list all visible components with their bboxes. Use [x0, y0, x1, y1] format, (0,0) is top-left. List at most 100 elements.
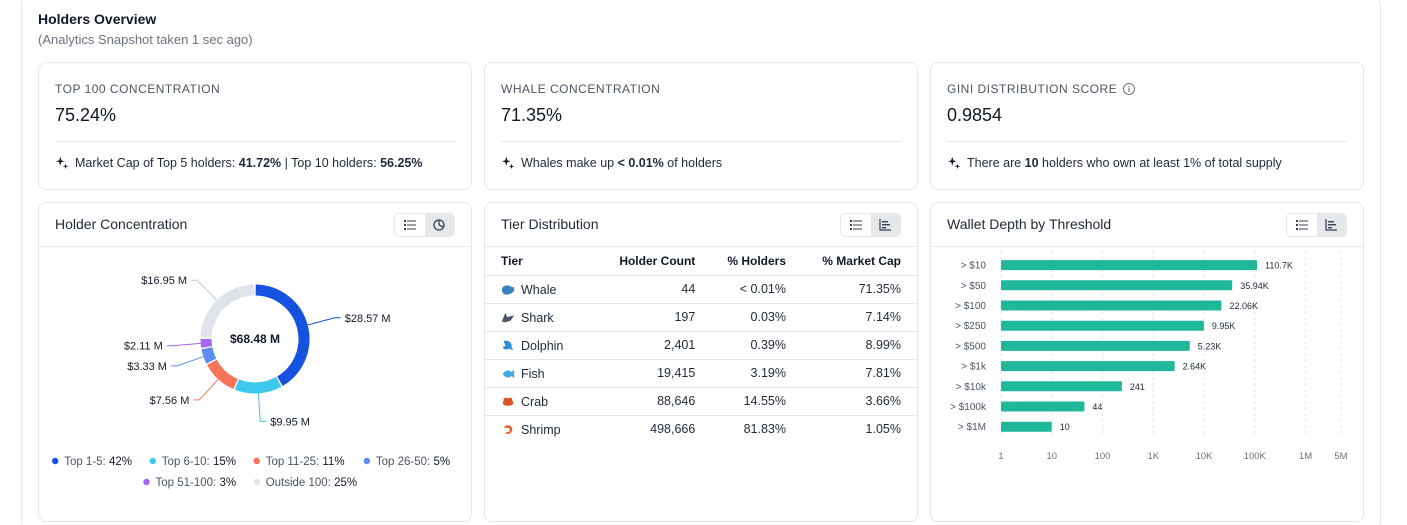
sparkle-icon [55, 156, 69, 170]
legend-swatch [143, 478, 150, 486]
legend-swatch [253, 478, 260, 486]
legend-item[interactable]: Top 51-100: 3% [156, 477, 237, 489]
donut-leader-line [307, 317, 341, 326]
legend-pct: 15% [213, 456, 236, 468]
list-view-button[interactable] [1287, 214, 1317, 236]
legend-name: Top 6-10: [162, 456, 213, 468]
tier-name: Fish [521, 366, 545, 381]
tier-table: Tier Holder Count % Holders % Market Cap… [485, 247, 917, 443]
holder-count-cell: 88,646 [599, 386, 712, 415]
panel-title: Wallet Depth by Threshold [947, 216, 1112, 232]
table-row: Crab 88,646 14.55% 3.66% [485, 386, 917, 415]
donut-segment[interactable] [234, 376, 282, 394]
holder-donut-chart: $68.48 M $28.57 M $9.95 M $7.56 M $3.33 M $2.… [52, 275, 450, 489]
bar-data-label: 35.94K [1240, 281, 1269, 291]
legend-name: Top 51-100: [156, 477, 220, 489]
column-header-tier[interactable]: Tier [501, 254, 523, 268]
wallet-depth-chart: 1 10 100 1K 10K 100K 1M 5M > $10 110.7K > $50 35.94… [950, 251, 1348, 462]
column-header-holder-count[interactable]: Holder Count [619, 253, 696, 268]
dolphin-icon [502, 340, 514, 350]
stat-label-text: GINI DISTRIBUTION SCORE [947, 82, 1118, 96]
donut-segment[interactable] [255, 284, 310, 386]
whale-concentration-card: WHALE CONCENTRATION 71.35% Whales make u… [484, 62, 918, 190]
donut-segment[interactable] [207, 359, 239, 390]
bar-view-button[interactable] [1316, 214, 1346, 236]
legend-pct: 5% [433, 456, 450, 468]
donut-value-label: $2.11 M [124, 341, 163, 353]
legend-item[interactable]: Top 1-5: 42% [64, 456, 132, 468]
stat-note: Whales make up < 0.01% of holders [501, 156, 722, 170]
info-icon[interactable]: i [1123, 83, 1136, 95]
bar-data-label: 10 [1060, 422, 1070, 432]
y-category-label: > $100k [950, 402, 987, 413]
bar[interactable] [1001, 361, 1175, 372]
bar[interactable] [1001, 421, 1052, 432]
view-toggle [840, 213, 901, 237]
pct-holders-cell: 0.03% [711, 302, 802, 331]
bar-chart-icon [1325, 219, 1338, 231]
y-category-label: > $250 [955, 321, 986, 332]
holder-count-cell: 19,415 [599, 358, 712, 387]
holder-count-cell: 498,666 [599, 414, 712, 443]
pct-market-cap-cell: 7.14% [802, 302, 917, 331]
tier-cell: Fish [485, 359, 600, 387]
column-header-pct-holders[interactable]: % Holders [727, 253, 786, 268]
tier-cell: Shrimp [485, 415, 600, 443]
x-tick-label: 1 [998, 451, 1003, 462]
note-text: | Top 10 holders: [281, 156, 381, 170]
bar[interactable] [1001, 401, 1085, 412]
bar[interactable] [1001, 300, 1222, 311]
column-header-pct-market-cap[interactable]: % Market Cap [822, 253, 901, 268]
bar[interactable] [1001, 381, 1122, 392]
note-bold: 10 [1024, 156, 1039, 170]
stat-note: There are 10 holders who own at least 1%… [947, 156, 1282, 170]
pct-holders-cell: 81.83% [711, 414, 802, 443]
bar[interactable] [1001, 280, 1233, 291]
shark-icon [501, 312, 515, 322]
tier-cell: Whale [485, 275, 600, 303]
donut-segment[interactable] [200, 338, 213, 348]
legend-item[interactable]: Top 26-50: 5% [376, 456, 450, 468]
divider [55, 141, 455, 142]
gini-score-card: GINI DISTRIBUTION SCORE i 0.9854 There a… [930, 62, 1364, 190]
list-view-button[interactable] [841, 214, 871, 236]
pct-holders-cell: 3.19% [711, 358, 802, 387]
pie-view-button[interactable] [424, 214, 454, 236]
table-row: Fish 19,415 3.19% 7.81% [485, 358, 917, 387]
table-row: Shark 197 0.03% 7.14% [485, 302, 917, 331]
bar-data-label: 9.95K [1212, 321, 1236, 331]
bar[interactable] [1001, 260, 1258, 271]
donut-segment[interactable] [200, 284, 255, 338]
legend-swatch [253, 457, 260, 465]
donut-value-label: $7.56 M [150, 395, 190, 407]
stat-label: TOP 100 CONCENTRATION [55, 82, 221, 96]
bar-view-button[interactable] [870, 214, 900, 236]
panel-title: Holder Concentration [55, 216, 188, 232]
note-text: There are [967, 156, 1025, 170]
donut-segment[interactable] [201, 347, 217, 364]
bar-data-label: 2.64K [1183, 362, 1207, 372]
legend-swatch [363, 457, 371, 465]
bar[interactable] [1001, 340, 1190, 351]
tier-name: Shrimp [521, 422, 561, 437]
x-tick-label: 100K [1244, 451, 1267, 462]
legend-item[interactable]: Top 6-10: 15% [162, 456, 236, 468]
legend-item[interactable]: Outside 100: 25% [266, 477, 357, 489]
x-tick-label: 5M [1334, 451, 1347, 462]
bar[interactable] [1001, 320, 1204, 331]
x-tick-label: 10K [1196, 451, 1214, 462]
snapshot-subtitle: (Analytics Snapshot taken 1 sec ago) [38, 32, 253, 47]
stat-value: 75.24% [55, 105, 117, 125]
bar-data-label: 44 [1092, 402, 1102, 412]
legend-item[interactable]: Top 11-25: 11% [266, 456, 345, 468]
donut-leader-line [193, 378, 219, 401]
note-bold: < 0.01% [617, 156, 664, 170]
donut-value-label: $9.95 M [270, 416, 310, 428]
tier-cell: Crab [485, 387, 600, 415]
donut-value-label: $16.95 M [141, 275, 187, 287]
legend-swatch [149, 457, 156, 465]
y-category-label: > $50 [961, 281, 987, 292]
list-view-button[interactable] [395, 214, 425, 236]
shrimp-icon [503, 424, 513, 434]
fish-icon [502, 369, 515, 378]
